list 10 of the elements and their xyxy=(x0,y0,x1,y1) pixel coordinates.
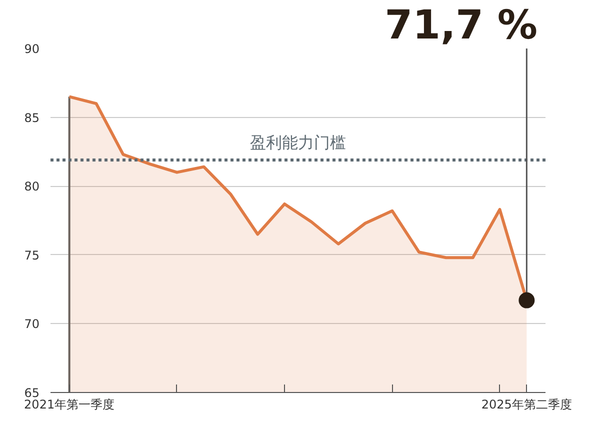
ref-line-label: 盈利能力门槛 xyxy=(250,132,346,152)
y-tick-label: 65 xyxy=(24,386,40,400)
y-tick-label: 80 xyxy=(24,180,40,194)
x-tick-label: 2021年第一季度 xyxy=(24,398,115,412)
y-tick-label: 90 xyxy=(24,42,40,56)
y-tick-label: 85 xyxy=(24,110,40,125)
y-tick-label: 70 xyxy=(24,317,40,332)
y-tick-label: 75 xyxy=(24,248,40,262)
x-tick-label: 2025年第二季度 xyxy=(481,398,572,412)
annotation: 71,7 % xyxy=(384,2,538,48)
